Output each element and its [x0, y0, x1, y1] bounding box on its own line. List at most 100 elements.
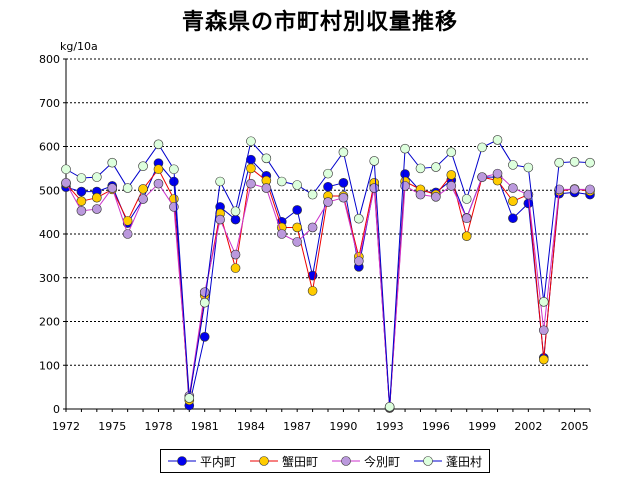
data-point: [384, 402, 395, 412]
data-point: [585, 184, 595, 195]
data-point: [461, 194, 472, 204]
x-tick-label: 1981: [191, 420, 219, 433]
data-point: [153, 178, 164, 189]
data-point: [354, 213, 364, 224]
x-tick-label: 1999: [468, 420, 496, 433]
y-tick-label: 400: [39, 228, 60, 241]
data-point: [107, 157, 118, 168]
legend-swatch: [167, 456, 196, 466]
data-point: [307, 286, 318, 296]
data-point: [508, 213, 518, 224]
data-point: [261, 153, 272, 164]
y-tick-label: 200: [39, 316, 60, 329]
data-point: [92, 204, 102, 214]
x-tick-label: 2002: [514, 420, 542, 433]
data-point: [61, 178, 71, 188]
legend-swatch: [331, 456, 360, 466]
legend-item: 平内町: [167, 453, 236, 470]
data-point: [369, 183, 380, 193]
data-point: [184, 393, 195, 403]
gridlines: [66, 58, 590, 366]
data-point: [138, 194, 148, 204]
data-point: [446, 170, 457, 180]
data-point: [199, 287, 210, 297]
y-tick-label: 500: [39, 184, 60, 197]
data-point: [246, 178, 256, 189]
data-point: [276, 176, 287, 187]
data-point: [169, 176, 179, 187]
data-point: [92, 172, 102, 182]
data-point: [199, 297, 210, 308]
data-point: [523, 162, 534, 173]
data-point: [585, 157, 595, 168]
y-tick-label: 600: [39, 141, 60, 154]
x-tick-label: 1972: [52, 420, 80, 433]
y-tick-labels: 0 100 200 300 400 500 600 700 800: [39, 53, 60, 416]
legend: 平内町 蟹田町 今別町 蓬田村: [160, 449, 490, 473]
data-point: [446, 181, 457, 191]
data-point: [107, 183, 118, 193]
data-point: [554, 157, 564, 168]
data-point: [323, 168, 333, 179]
data-point: [323, 197, 333, 207]
data-point: [446, 147, 457, 157]
data-point: [461, 213, 472, 224]
y-tick-label: 100: [39, 359, 60, 372]
data-point: [415, 163, 426, 174]
data-point: [276, 229, 287, 239]
data-point: [261, 183, 272, 193]
x-tick-label: 2005: [561, 420, 589, 433]
data-point: [431, 162, 441, 172]
data-point: [477, 142, 487, 153]
y-axis-unit-label: kg/10a: [60, 40, 98, 53]
legend-label: 平内町: [199, 454, 236, 469]
y-tick-label: 300: [39, 272, 60, 285]
axes: [63, 58, 591, 412]
legend-label: 蓬田村: [445, 454, 482, 469]
data-point: [538, 325, 549, 336]
legend-item: 蓬田村: [413, 453, 482, 470]
data-point: [246, 136, 256, 147]
data-point: [538, 297, 549, 307]
series-line: [65, 139, 591, 407]
data-point: [230, 206, 241, 217]
series-group: [61, 135, 595, 413]
x-tick-label: 1975: [98, 420, 126, 433]
data-point: [508, 183, 518, 193]
data-point: [61, 164, 71, 175]
x-tick-label: 1987: [283, 420, 311, 433]
data-point: [523, 198, 534, 209]
y-tick-label: 0: [53, 403, 60, 416]
data-point: [415, 189, 426, 200]
legend-item: 今別町: [331, 453, 400, 470]
series-line: [65, 173, 590, 408]
data-point: [230, 249, 241, 260]
y-tick-label: 700: [39, 97, 60, 110]
data-point: [292, 237, 302, 247]
x-tick-label: 1978: [144, 420, 172, 433]
data-point: [215, 176, 225, 187]
data-point: [138, 184, 148, 194]
x-tick-label: 1984: [237, 420, 265, 433]
data-point: [122, 229, 133, 239]
x-tick-label: 1993: [376, 420, 404, 433]
data-point: [338, 147, 349, 157]
data-point: [492, 168, 503, 179]
data-point: [338, 192, 349, 203]
data-point: [246, 163, 256, 174]
legend-label: 蟹田町: [281, 454, 318, 469]
data-point: [153, 139, 164, 150]
series-4: [61, 135, 595, 412]
data-point: [307, 189, 318, 200]
data-point: [199, 332, 210, 342]
data-point: [169, 164, 179, 175]
data-point: [323, 181, 333, 192]
data-point: [76, 206, 87, 216]
data-point: [138, 161, 148, 171]
data-point: [122, 183, 133, 193]
x-tick-labels: 1972 1975 1978 1981 1984 1987 1990 1993 1996 1999…: [52, 420, 589, 433]
data-point: [431, 192, 441, 202]
data-point: [76, 173, 87, 183]
data-point: [92, 192, 102, 203]
